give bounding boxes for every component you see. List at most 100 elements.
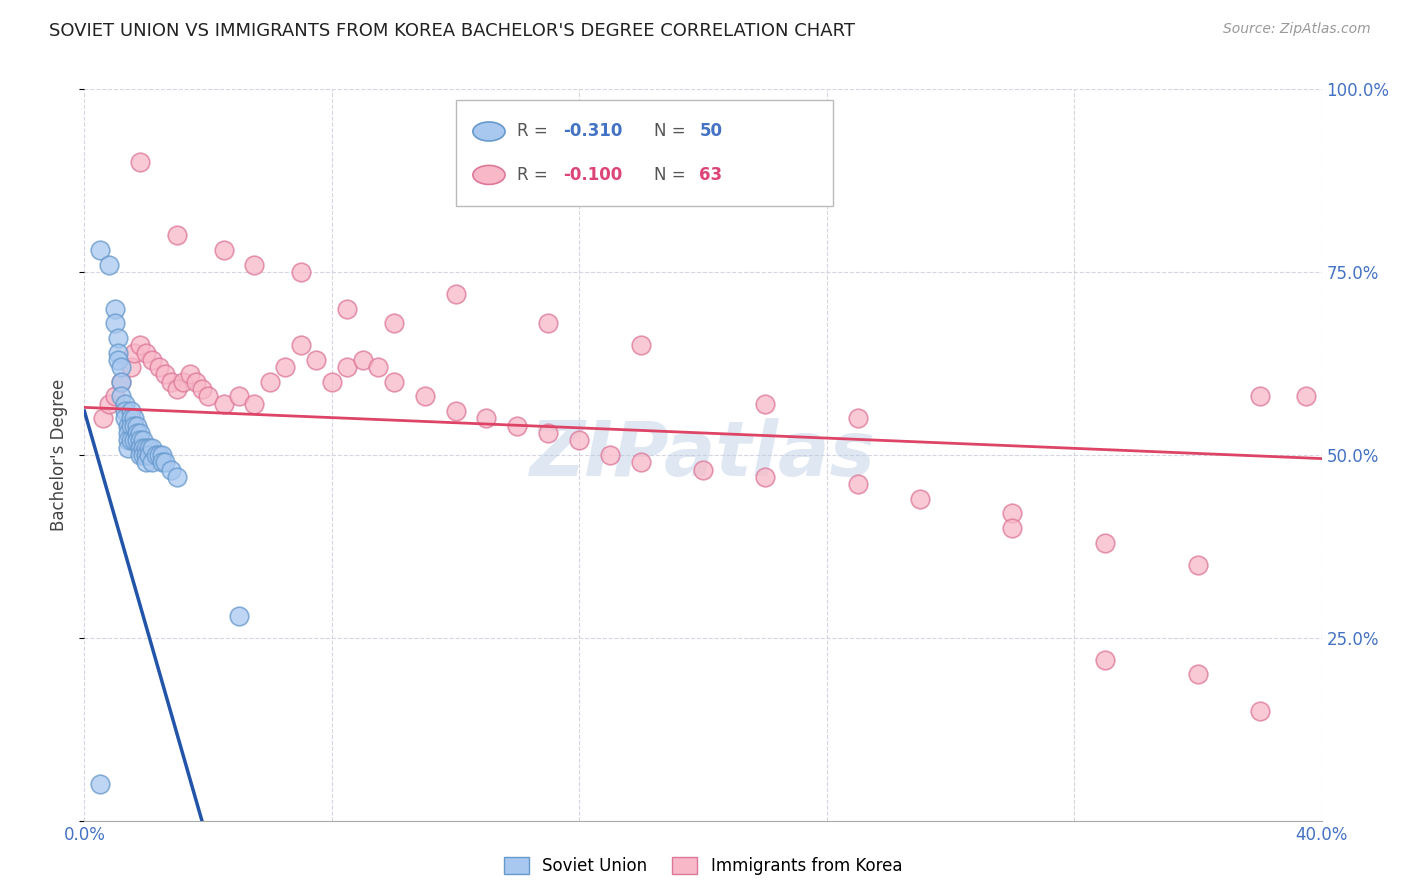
Point	[1249, 704, 1271, 718]
Text: -0.310: -0.310	[564, 122, 623, 140]
Point	[120, 360, 142, 375]
Point	[148, 448, 170, 462]
Point	[107, 352, 129, 367]
Point	[1187, 667, 1209, 681]
Point	[129, 434, 152, 448]
Point	[129, 338, 152, 352]
Circle shape	[472, 165, 505, 185]
Point	[212, 243, 235, 257]
Point	[352, 352, 374, 367]
Point	[212, 397, 235, 411]
Point	[908, 491, 931, 506]
Point	[107, 331, 129, 345]
Point	[184, 375, 207, 389]
Point	[243, 397, 266, 411]
Point	[444, 404, 467, 418]
Point	[141, 441, 163, 455]
FancyBboxPatch shape	[456, 100, 832, 206]
Point	[122, 345, 145, 359]
Point	[150, 448, 173, 462]
Point	[160, 462, 183, 476]
Point	[120, 411, 142, 425]
Point	[122, 411, 145, 425]
Point	[107, 345, 129, 359]
Point	[125, 418, 148, 433]
Point	[1187, 558, 1209, 572]
Point	[148, 360, 170, 375]
Point	[336, 301, 359, 316]
Point	[599, 448, 621, 462]
Point	[104, 389, 127, 403]
Point	[135, 448, 157, 462]
Text: 63: 63	[699, 166, 723, 184]
Point	[259, 375, 281, 389]
Point	[692, 462, 714, 476]
Text: SOVIET UNION VS IMMIGRANTS FROM KOREA BACHELOR'S DEGREE CORRELATION CHART: SOVIET UNION VS IMMIGRANTS FROM KOREA BA…	[49, 22, 855, 40]
Point	[160, 375, 183, 389]
Point	[1094, 535, 1116, 549]
Point	[1249, 389, 1271, 403]
Point	[1001, 507, 1024, 521]
Point	[166, 382, 188, 396]
Point	[243, 258, 266, 272]
Point	[114, 404, 136, 418]
Point	[1094, 653, 1116, 667]
Point	[506, 418, 529, 433]
Point	[135, 345, 157, 359]
Point	[110, 389, 132, 403]
Point	[413, 389, 436, 403]
Point	[89, 243, 111, 257]
Point	[125, 434, 148, 448]
Point	[382, 316, 405, 330]
Point	[568, 434, 591, 448]
Point	[120, 434, 142, 448]
Point	[537, 316, 560, 330]
Point	[166, 228, 188, 243]
Point	[150, 455, 173, 469]
Point	[321, 375, 343, 389]
Point	[117, 425, 139, 440]
Point	[125, 425, 148, 440]
Point	[1001, 521, 1024, 535]
Point	[475, 411, 498, 425]
Point	[117, 418, 139, 433]
Point	[122, 434, 145, 448]
Point	[382, 375, 405, 389]
Point	[630, 338, 652, 352]
Point	[91, 411, 114, 425]
Point	[630, 455, 652, 469]
Text: 50: 50	[699, 122, 723, 140]
Point	[120, 418, 142, 433]
Point	[98, 258, 121, 272]
Point	[179, 368, 201, 382]
Point	[846, 477, 869, 491]
Point	[754, 470, 776, 484]
Text: N =: N =	[654, 166, 690, 184]
Point	[129, 448, 152, 462]
Point	[138, 441, 160, 455]
Point	[132, 434, 155, 448]
Point	[228, 389, 250, 403]
Text: -0.100: -0.100	[564, 166, 623, 184]
Point	[110, 375, 132, 389]
Point	[444, 287, 467, 301]
Point	[114, 397, 136, 411]
Y-axis label: Bachelor's Degree: Bachelor's Degree	[51, 379, 69, 531]
Point	[290, 265, 312, 279]
Point	[135, 455, 157, 469]
Point	[305, 352, 328, 367]
Point	[114, 411, 136, 425]
Point	[1295, 389, 1317, 403]
Point	[135, 441, 157, 455]
Point	[172, 375, 194, 389]
Point	[537, 425, 560, 440]
Point	[166, 470, 188, 484]
Point	[110, 360, 132, 375]
Point	[110, 375, 132, 389]
Point	[122, 418, 145, 433]
Point	[132, 441, 155, 455]
Point	[138, 448, 160, 462]
Text: R =: R =	[517, 166, 554, 184]
Point	[117, 441, 139, 455]
Point	[104, 316, 127, 330]
